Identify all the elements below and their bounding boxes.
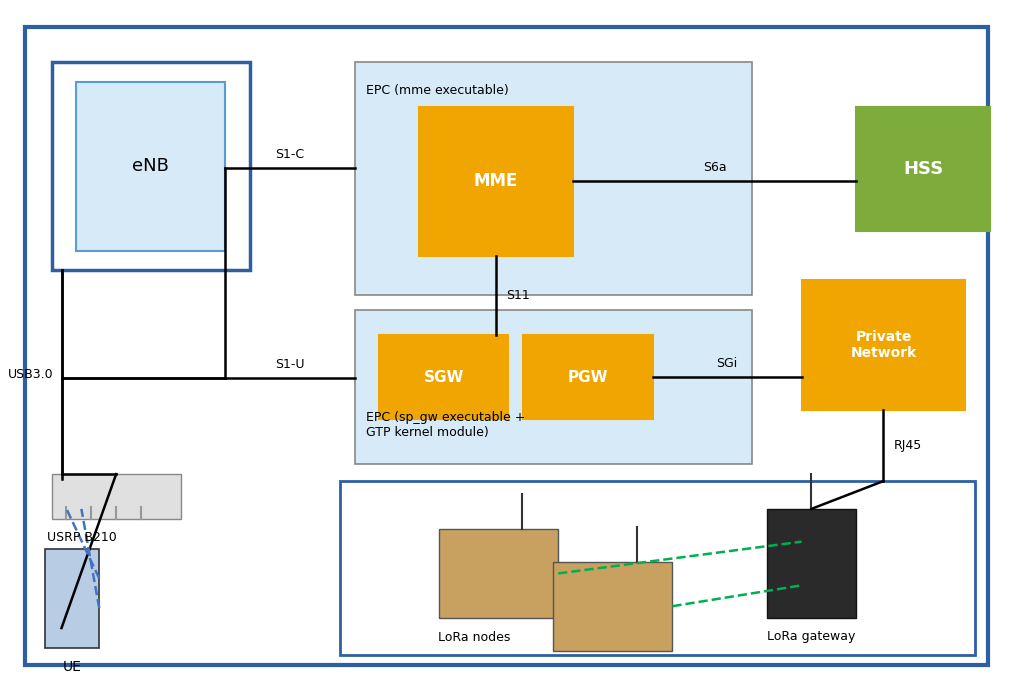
Bar [340,481,975,655]
Text: eNB: eNB [132,157,169,175]
Text: HSS: HSS [903,160,943,177]
Text: SGW: SGW [424,370,464,385]
Bar [439,529,558,618]
Text: RJ45: RJ45 [893,439,922,452]
Text: UE: UE [62,660,81,674]
Bar [51,474,180,519]
Text: Private
Network: Private Network [850,330,916,360]
Text: SGi: SGi [717,358,737,371]
Text: USRP B210: USRP B210 [47,531,117,544]
Bar [379,335,509,419]
Bar [523,335,652,419]
Text: S6a: S6a [702,161,726,174]
Bar [45,549,99,648]
Text: PGW: PGW [567,370,608,385]
Bar [77,82,225,251]
Bar [354,62,752,295]
Text: USB3.0: USB3.0 [8,369,53,382]
Bar [767,509,856,618]
Text: LoRa nodes: LoRa nodes [437,631,510,644]
Bar [354,310,752,464]
Bar [51,62,250,271]
Bar [419,107,573,256]
Text: EPC (mme executable): EPC (mme executable) [367,84,509,97]
Text: S1-C: S1-C [275,148,304,161]
Bar [553,562,673,651]
Bar [856,107,990,231]
Bar [802,280,966,410]
Text: LoRa gateway: LoRa gateway [767,630,856,643]
Text: EPC (sp_gw executable +
GTP kernel module): EPC (sp_gw executable + GTP kernel modul… [367,412,525,439]
Text: MME: MME [474,172,518,190]
Text: S11: S11 [506,289,529,302]
Text: S1-U: S1-U [275,358,305,371]
